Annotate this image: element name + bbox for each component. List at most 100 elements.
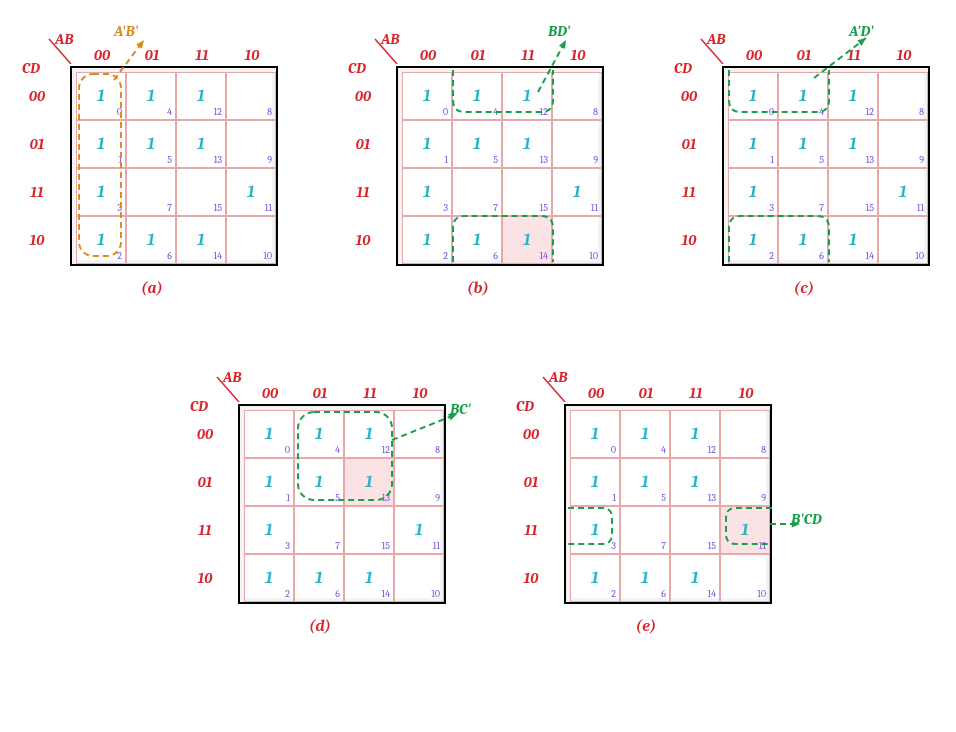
cell-value: 1 <box>197 231 204 250</box>
col-header: 11 <box>345 384 395 402</box>
cell-value: 1 <box>591 473 598 492</box>
kmap-frame: ABCD000111100001111010141128111511391371… <box>516 370 776 605</box>
cell-index: 13 <box>866 154 874 166</box>
cell-value: 1 <box>523 135 530 154</box>
diagonal-line <box>46 36 74 64</box>
kmap-cell: 10 <box>552 216 602 264</box>
col-header: 01 <box>453 46 503 64</box>
kmap-cell: 16 <box>294 554 344 602</box>
row-header: 10 <box>348 216 378 264</box>
kmap-cell: 111 <box>552 168 602 216</box>
row-header: 00 <box>348 72 378 120</box>
kmap-cell: 12 <box>402 216 452 264</box>
row-header: 11 <box>190 506 220 554</box>
cell-index: 14 <box>707 588 716 600</box>
cell-index: 12 <box>382 444 390 456</box>
kmap-cell: 111 <box>394 506 444 554</box>
cell-index: 10 <box>589 250 598 262</box>
kmap-cell: 11 <box>244 458 294 506</box>
cell-index: 12 <box>214 106 222 118</box>
col-header: 00 <box>403 46 453 64</box>
kmap-cell: 15 <box>828 168 878 216</box>
kmap-cell: 111 <box>720 506 770 554</box>
cell-value: 1 <box>315 473 322 492</box>
cell-index: 6 <box>819 250 824 262</box>
cell-index: 5 <box>661 492 666 504</box>
caption: (a) <box>22 279 282 297</box>
kmap-a: ABCD000111100001111010141128111511391371… <box>22 32 282 267</box>
cell-index: 15 <box>866 202 874 214</box>
kmap-grid-inner: 101411281115113913715111121611410 <box>570 410 770 602</box>
cell-value: 1 <box>523 231 530 250</box>
kmap-cell: 9 <box>720 458 770 506</box>
cell-value: 1 <box>799 87 806 106</box>
cell-value: 1 <box>97 183 104 202</box>
kmap-cell: 12 <box>570 554 620 602</box>
kmap-cell: 10 <box>244 410 294 458</box>
row-header: 10 <box>674 216 704 264</box>
annotation-bprimecd: B'CD <box>791 510 822 528</box>
kmap-cell: 10 <box>570 410 620 458</box>
cell-index: 12 <box>708 444 716 456</box>
cell-index: 15 <box>382 540 390 552</box>
kmap-cell: 10 <box>226 216 276 264</box>
cell-index: 6 <box>493 250 498 262</box>
cell-value: 1 <box>423 231 430 250</box>
cell-index: 1 <box>286 492 290 504</box>
cell-value: 1 <box>265 521 272 540</box>
cell-index: 7 <box>493 202 498 214</box>
cell-value: 1 <box>315 425 322 444</box>
col-header: 00 <box>77 46 127 64</box>
cell-value: 1 <box>473 87 480 106</box>
kmap-cell: 16 <box>452 216 502 264</box>
diagonal-line <box>214 374 242 402</box>
cell-value: 1 <box>97 87 104 106</box>
col-header: 01 <box>127 46 177 64</box>
kmap-cell: 15 <box>502 168 552 216</box>
row-header: 01 <box>674 120 704 168</box>
col-headers: 00011110 <box>571 384 771 402</box>
row-header: 01 <box>348 120 378 168</box>
cell-value: 1 <box>799 231 806 250</box>
cell-index: 5 <box>335 492 340 504</box>
annotation-aprimebprime: A'B' <box>114 22 138 40</box>
col-headers: 00011110 <box>245 384 445 402</box>
cell-value: 1 <box>641 473 648 492</box>
row-header: 10 <box>516 554 546 602</box>
kmap-cell: 11 <box>76 120 126 168</box>
kmap-cell: 15 <box>344 506 394 554</box>
cell-index: 4 <box>335 444 340 456</box>
kmap-grid: 101411281115113913715111121611410 <box>564 404 772 604</box>
kmap-grid: 101411281115113913715111121611410 <box>238 404 446 604</box>
cell-value: 1 <box>423 87 430 106</box>
cell-index: 1 <box>770 154 774 166</box>
kmap-cell: 8 <box>720 410 770 458</box>
cell-value: 1 <box>749 183 756 202</box>
cell-value: 1 <box>691 569 698 588</box>
cell-index: 2 <box>611 588 616 600</box>
kmap-cell: 15 <box>778 120 828 168</box>
cell-value: 1 <box>899 183 906 202</box>
kmap-cell: 15 <box>452 120 502 168</box>
cell-index: 11 <box>759 540 766 552</box>
diagonal-line <box>372 36 400 64</box>
kmap-grid-inner: 101411281115113913715111121611410 <box>728 72 928 264</box>
kmap-cell: 7 <box>126 168 176 216</box>
cell-index: 7 <box>167 202 172 214</box>
kmap-cell: 10 <box>402 72 452 120</box>
kmap-cell: 9 <box>226 120 276 168</box>
kmap-cell: 8 <box>552 72 602 120</box>
annotation-bcprime: BC' <box>450 400 471 418</box>
kmap-cell: 16 <box>778 216 828 264</box>
cell-index: 11 <box>265 202 272 214</box>
cell-index: 0 <box>611 444 616 456</box>
cell-index: 5 <box>819 154 824 166</box>
cell-value: 1 <box>799 135 806 154</box>
kmap-cell: 10 <box>76 72 126 120</box>
cell-index: 8 <box>593 106 598 118</box>
kmap-cell: 113 <box>176 120 226 168</box>
annotation-aprimedprime: A'D' <box>849 22 874 40</box>
cell-index: 3 <box>611 540 616 552</box>
cell-index: 5 <box>167 154 172 166</box>
cell-index: 10 <box>915 250 924 262</box>
